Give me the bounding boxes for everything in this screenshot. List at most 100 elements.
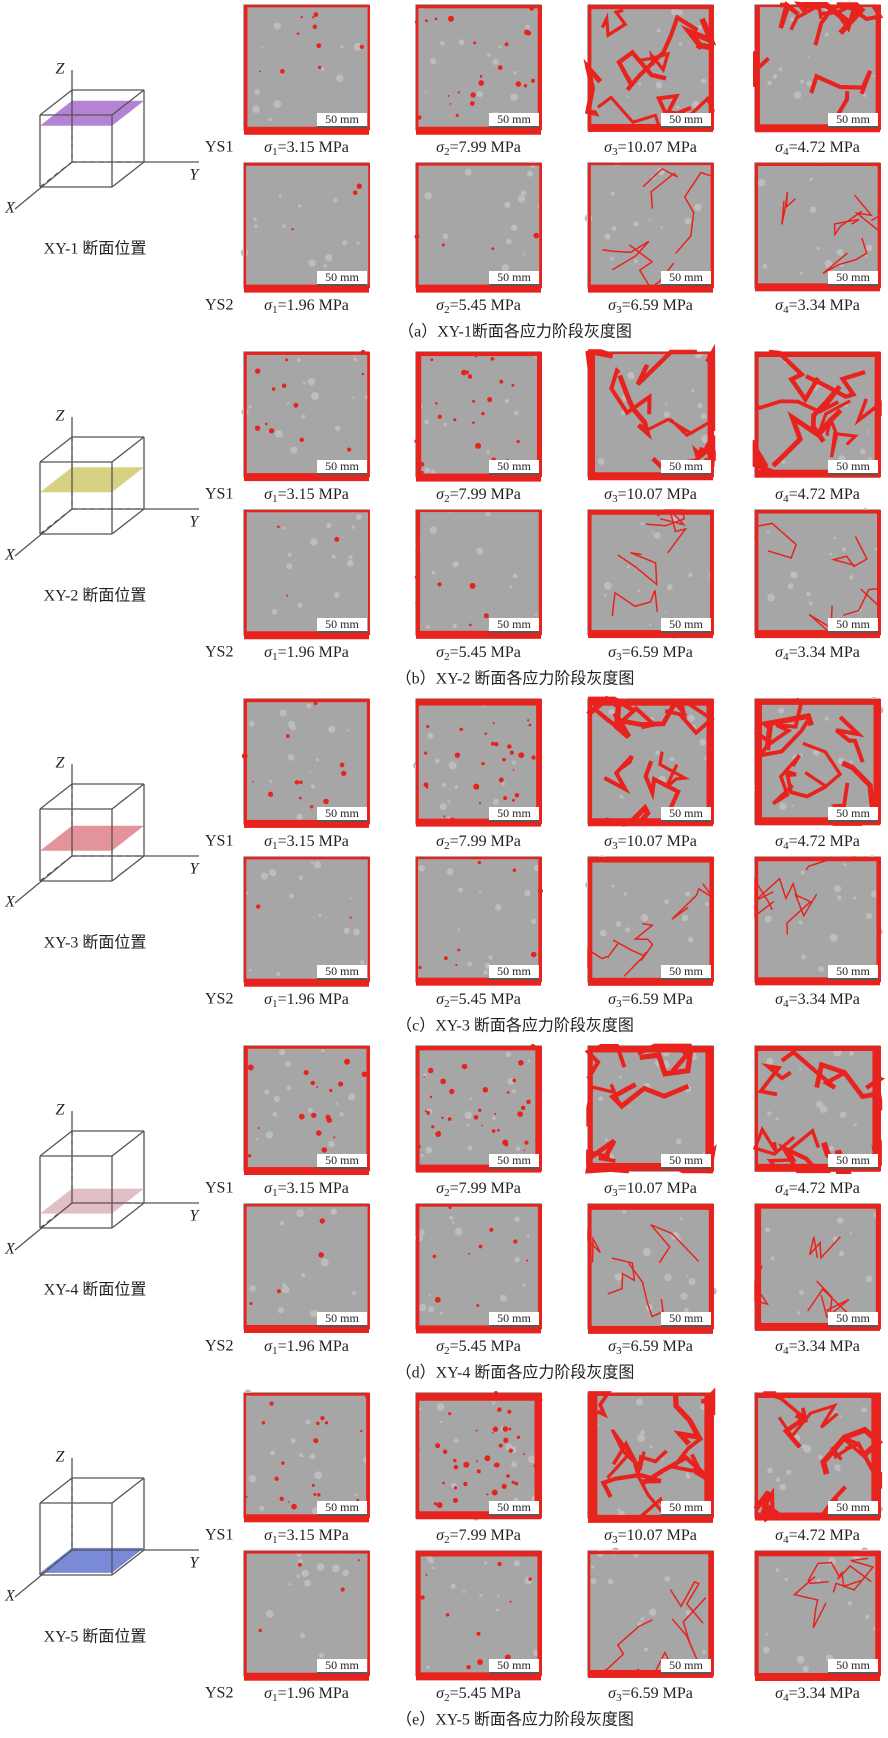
stress-value: =7.99 MPa [450, 1527, 521, 1544]
damage [502, 1484, 507, 1489]
damage [473, 784, 479, 790]
stress-label: σ1=3.15 MPa [264, 833, 349, 852]
aggregate [638, 82, 641, 85]
aggregate [427, 733, 433, 739]
damage [434, 1502, 437, 1505]
aggregate [685, 218, 692, 225]
aggregate [283, 527, 286, 530]
damage [507, 1091, 510, 1094]
aggregate [676, 106, 679, 109]
damage [295, 780, 299, 784]
damage [498, 1562, 502, 1566]
damage [473, 41, 476, 44]
aggregate [467, 961, 472, 966]
aggregate [336, 1102, 339, 1105]
scale-label: 50 mm [669, 1500, 703, 1514]
aggregate [488, 955, 492, 959]
ct-slice: 50 mm [244, 1046, 370, 1175]
damage [310, 805, 313, 808]
aggregate [511, 1461, 517, 1467]
aggregate [326, 523, 331, 528]
damage [416, 1393, 541, 1401]
stress-label: σ4=3.34 MPa [775, 991, 860, 1010]
aggregate [510, 93, 518, 101]
damage [710, 510, 714, 635]
aggregate [513, 573, 518, 578]
aggregate [767, 1111, 771, 1115]
damage [312, 16, 314, 18]
aggregate [352, 396, 354, 398]
damage [425, 19, 428, 22]
stress-value: =6.59 MPa [622, 297, 693, 314]
damage [506, 1474, 510, 1478]
damage [415, 21, 418, 24]
aggregate [470, 1097, 472, 1099]
scale-label: 50 mm [669, 112, 703, 126]
stress-label: σ4=4.72 MPa [775, 833, 860, 852]
aggregate [318, 914, 321, 917]
aggregate [504, 202, 510, 208]
aggregate [853, 897, 856, 900]
section-label: XY-5 断面位置 [44, 1628, 147, 1646]
damage [418, 1131, 420, 1133]
aggregate [664, 899, 669, 904]
damage [334, 537, 339, 542]
scale-label: 50 mm [836, 1311, 870, 1325]
aggregate [670, 757, 674, 761]
damage [503, 1426, 509, 1432]
damage [509, 1428, 512, 1431]
aggregate [310, 1454, 316, 1460]
aggregate [505, 399, 509, 403]
damage [416, 857, 418, 982]
aggregate [308, 378, 315, 385]
aggregate [865, 1615, 870, 1620]
damage [259, 1629, 262, 1632]
aggregate [649, 1609, 656, 1616]
aggregate [453, 561, 459, 567]
aggregate [442, 783, 446, 787]
damage [535, 1046, 542, 1171]
scale-label: 50 mm [836, 459, 870, 473]
damage [244, 5, 247, 130]
stress-value: =10.07 MPa [618, 833, 697, 850]
scale-label: 50 mm [836, 617, 870, 631]
stress-value: =5.45 MPa [450, 991, 521, 1008]
ct-slice: 50 mm [586, 1046, 714, 1171]
aggregate [849, 1051, 853, 1055]
damage [368, 5, 370, 130]
damage [531, 952, 537, 958]
ct-slice: 50 mm [415, 5, 542, 135]
aggregate [623, 892, 626, 895]
stress-value: =1.96 MPa [278, 1338, 349, 1355]
damage [244, 1046, 248, 1171]
damage [526, 1100, 531, 1105]
aggregate [779, 67, 783, 71]
damage [415, 762, 418, 765]
damage [454, 1465, 459, 1470]
damage [286, 595, 288, 597]
damage [491, 742, 495, 746]
aggregate [799, 1068, 802, 1071]
aggregate [809, 602, 813, 606]
aggregate [816, 1101, 823, 1108]
stress-label: σ4=4.72 MPa [775, 486, 860, 505]
aggregate [810, 206, 817, 213]
aggregate [835, 1411, 837, 1413]
damage [494, 1113, 496, 1115]
damage [503, 1438, 508, 1443]
ct-slice: 50 mm [244, 1551, 370, 1681]
aggregate [608, 1579, 613, 1584]
damage [755, 699, 880, 705]
damage [526, 1260, 528, 1262]
damage [518, 752, 524, 758]
damage [269, 428, 274, 433]
damage [515, 1482, 519, 1486]
damage [755, 699, 762, 824]
aggregate [321, 1049, 324, 1052]
aggregate [298, 205, 301, 208]
damage [499, 380, 503, 384]
damage [511, 1481, 514, 1484]
ct-slice: 50 mm [755, 352, 881, 478]
ct-slice: 50 mm [754, 697, 884, 825]
aggregate [685, 891, 690, 896]
